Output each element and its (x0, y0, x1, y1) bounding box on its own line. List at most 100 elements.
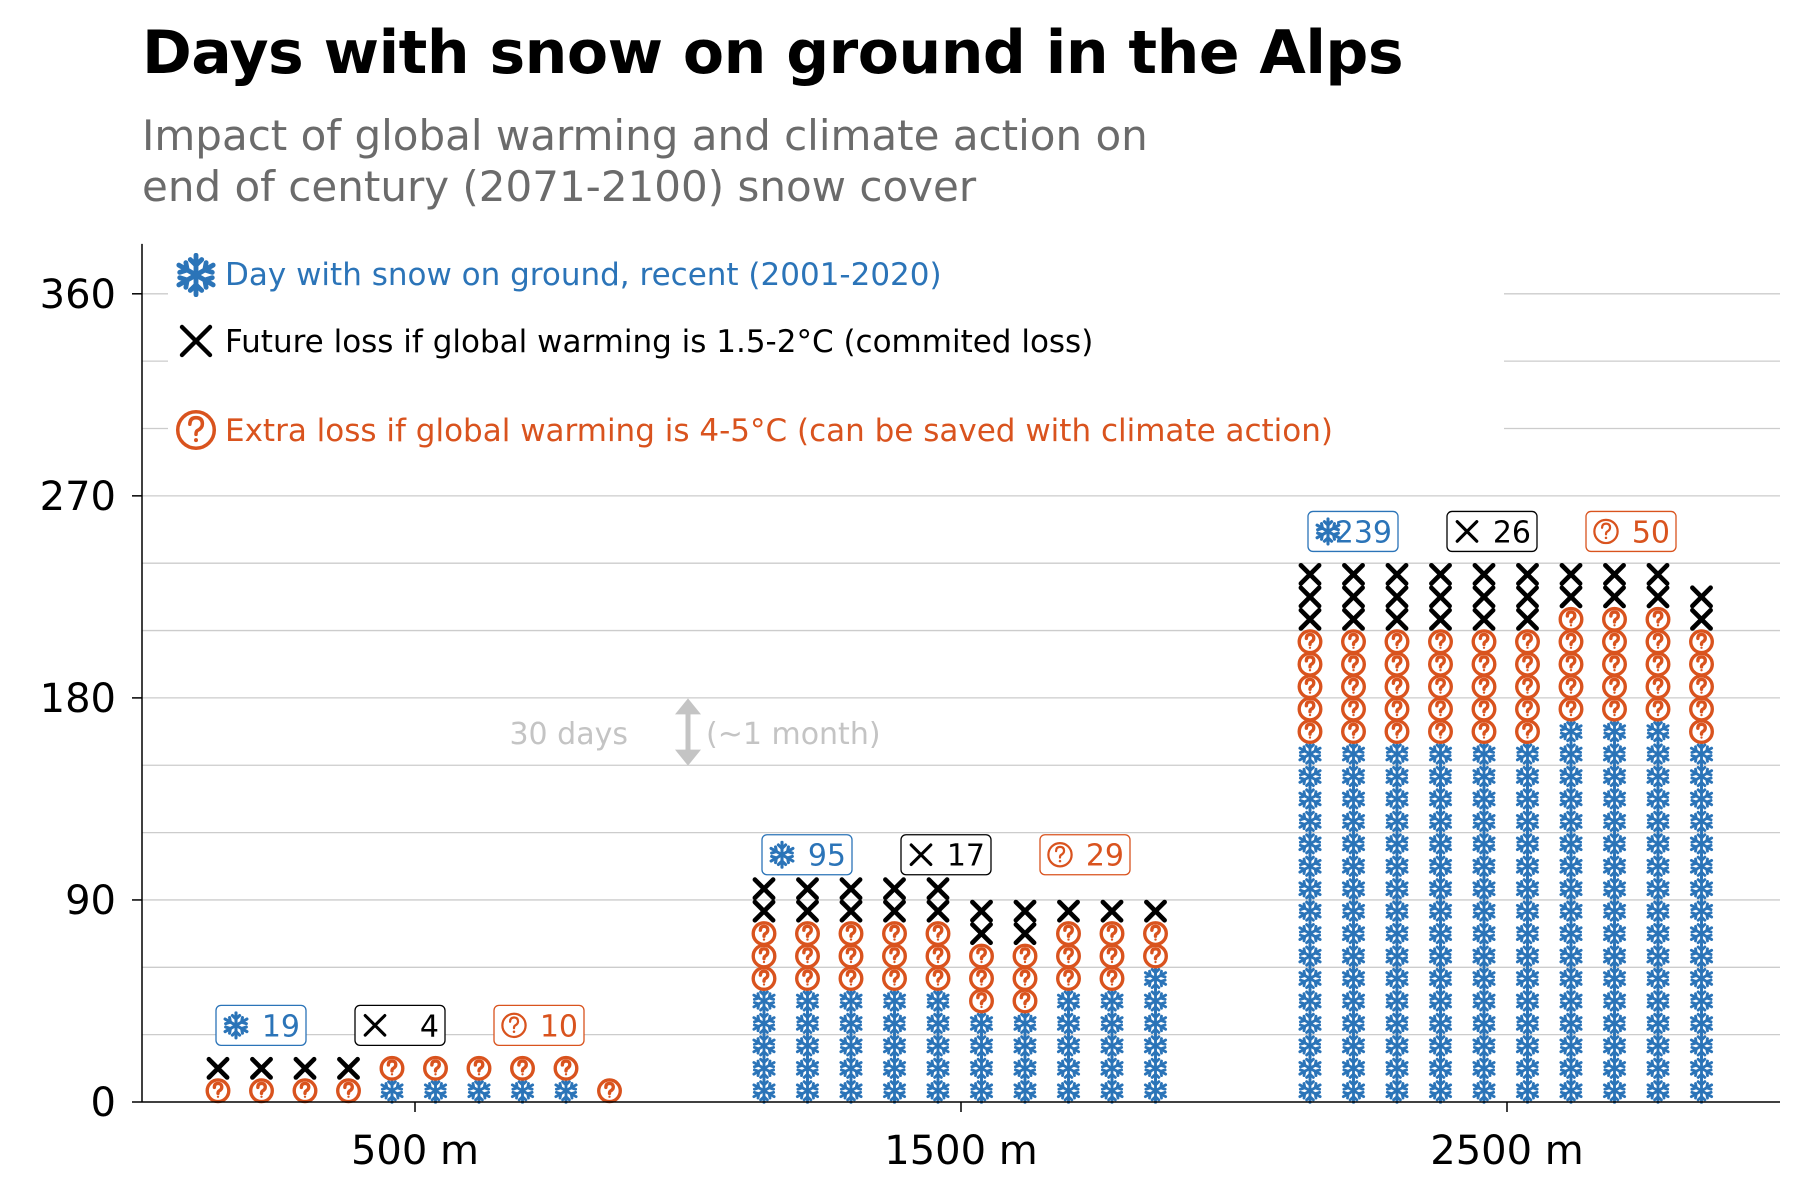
badge-value: 17 (947, 839, 985, 874)
extra-loss-mark (838, 943, 864, 969)
snowflake-mark (1341, 763, 1366, 790)
committed-loss-badge: 17 (900, 834, 992, 876)
snowflake-mark (795, 1077, 820, 1104)
snowflake-mark (1559, 875, 1583, 902)
badge-value: 95 (808, 839, 846, 874)
extra-loss-mark (379, 1055, 405, 1081)
y-tick-label: 360 (40, 272, 116, 318)
extra-loss-mark (969, 988, 994, 1014)
committed-loss-mark (1518, 565, 1536, 583)
snowflake-mark (1646, 785, 1670, 812)
extra-loss-mark (1297, 651, 1323, 677)
extra-loss-mark (882, 966, 907, 992)
snowflake-mark (1646, 741, 1670, 768)
snowflake-mark (1689, 763, 1714, 790)
snowflake-mark (1298, 987, 1322, 1014)
snowflake-mark (1515, 1010, 1540, 1037)
snowflake-mark (1646, 965, 1670, 992)
snowflake-mark (1646, 718, 1670, 745)
x-tick-label: 1500 m (884, 1128, 1037, 1174)
snowflake-mark (1298, 920, 1322, 947)
snowflake-mark (882, 987, 907, 1014)
snowflake-mark (1515, 830, 1540, 857)
snowflake-mark (1689, 898, 1714, 925)
snowflake-mark (1559, 943, 1583, 970)
snowflake-mark (1428, 1077, 1453, 1104)
axes: 0 90 180 270 360 500 m 1500 m 2500 m (40, 243, 1780, 1174)
extra-loss-mark (1384, 629, 1410, 655)
extra-loss-mark (1471, 651, 1497, 677)
committed-loss-mark (929, 880, 947, 898)
snowflake-mark (1689, 1032, 1714, 1059)
snowflake-mark (1689, 875, 1714, 902)
extra-loss-mark (1341, 719, 1366, 745)
extra-loss-mark (925, 966, 951, 992)
committed-loss-mark (798, 902, 816, 920)
snowflake-mark (1472, 785, 1496, 812)
snowflake-mark (1341, 1077, 1366, 1104)
snowflake-mark (1428, 987, 1453, 1014)
snowflake-mark (467, 1077, 491, 1104)
snowflake-mark (1689, 1077, 1714, 1104)
snowflake-mark (1056, 1010, 1081, 1037)
snowflake-mark (969, 1010, 994, 1037)
committed-loss-mark (1605, 565, 1623, 583)
extra-loss-mark (795, 943, 820, 969)
snowflake-mark (1472, 965, 1496, 992)
extra-loss-mark (1099, 943, 1125, 969)
snowflake-mark (1341, 853, 1366, 880)
committed-loss-mark (972, 902, 990, 920)
snowflake-mark (1646, 1077, 1670, 1104)
committed-loss-mark (1388, 588, 1406, 606)
snowflake-mark (1298, 965, 1322, 992)
committed-loss-mark (1518, 610, 1536, 628)
extra-loss-mark (1602, 606, 1627, 632)
legend-item-committed: Future loss if global warming is 1.5-2°C… (182, 324, 1093, 360)
snowflake-mark (1646, 1010, 1670, 1037)
snowflake-mark (1515, 987, 1540, 1014)
snowflake-mark (752, 987, 776, 1014)
extra-loss-mark (1056, 921, 1081, 947)
committed-loss-badge: 4 (354, 1004, 446, 1046)
committed-loss-mark (842, 880, 860, 898)
badge-value: 26 (1493, 515, 1531, 550)
extra-loss-mark (1428, 719, 1453, 745)
x-tick-label: 500 m (351, 1128, 479, 1174)
snowflake-mark (1689, 1010, 1714, 1037)
extra-loss-mark (1515, 696, 1540, 722)
snowflake-mark (1472, 1055, 1496, 1082)
snowflake-mark (1559, 785, 1583, 812)
snowflake-mark (1602, 853, 1627, 880)
snowflake-mark (1341, 965, 1366, 992)
snowflake-mark (1515, 920, 1540, 947)
snowflake-mark (1341, 943, 1366, 970)
snowflake-mark (1298, 808, 1322, 835)
committed-loss-mark (755, 902, 773, 920)
chart-title: Days with snow on ground in the Alps (142, 18, 1404, 88)
extra-loss-mark (751, 966, 777, 992)
snowflake-mark (1472, 920, 1496, 947)
snowflake-mark (1298, 741, 1322, 768)
snowflake-mark (1100, 1010, 1124, 1037)
extra-loss-mark (1384, 651, 1410, 677)
snowflake-mark (1646, 898, 1670, 925)
snowflake-mark (839, 1010, 863, 1037)
committed-loss-mark (929, 902, 947, 920)
snowflake-mark (926, 1055, 950, 1082)
snowflake-mark (839, 1032, 863, 1059)
committed-loss-mark (1605, 588, 1623, 606)
snowflake-mark (1472, 1077, 1496, 1104)
snowflake-mark (1602, 741, 1627, 768)
snowflake-mark (1602, 785, 1627, 812)
committed-loss-mark (1562, 565, 1580, 583)
committed-loss-mark (1431, 610, 1449, 628)
extra-loss-mark (1384, 719, 1410, 745)
committed-loss-mark (885, 880, 903, 898)
snowflake-mark (1689, 943, 1714, 970)
snowflake-mark (1056, 1077, 1081, 1104)
snowflake-mark (1143, 1032, 1168, 1059)
extra-loss-mark (1297, 674, 1323, 700)
snowflake-mark (1341, 1032, 1366, 1059)
snowflake-mark (1559, 1055, 1583, 1082)
snowflake-mark (1428, 741, 1453, 768)
